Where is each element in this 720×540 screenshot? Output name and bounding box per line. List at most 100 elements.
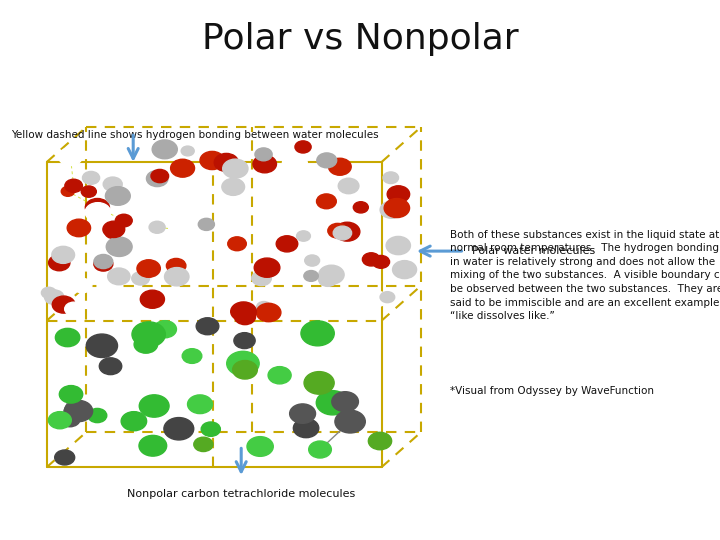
Circle shape: [65, 179, 82, 192]
Circle shape: [235, 309, 256, 325]
Circle shape: [369, 433, 392, 450]
Circle shape: [146, 171, 168, 187]
Circle shape: [268, 367, 291, 384]
Circle shape: [169, 222, 190, 238]
Circle shape: [295, 141, 311, 153]
Text: *Visual from Odyssey by WaveFunction: *Visual from Odyssey by WaveFunction: [450, 386, 654, 396]
Circle shape: [105, 187, 130, 205]
Circle shape: [253, 155, 276, 173]
Circle shape: [182, 349, 202, 363]
Circle shape: [166, 259, 186, 273]
Circle shape: [384, 199, 410, 218]
Circle shape: [255, 148, 272, 161]
Circle shape: [372, 255, 390, 268]
Circle shape: [153, 321, 176, 338]
Circle shape: [383, 172, 399, 184]
Circle shape: [59, 386, 83, 403]
Circle shape: [297, 231, 310, 241]
Circle shape: [107, 237, 132, 256]
Circle shape: [222, 159, 248, 178]
Circle shape: [149, 221, 165, 233]
Circle shape: [335, 222, 360, 241]
Circle shape: [88, 408, 107, 423]
Circle shape: [67, 219, 91, 237]
Circle shape: [362, 253, 380, 266]
Circle shape: [196, 318, 219, 335]
Text: Nonpolar carbon tetrachloride molecules: Nonpolar carbon tetrachloride molecules: [127, 489, 356, 499]
Circle shape: [234, 333, 255, 349]
Circle shape: [86, 334, 117, 357]
Circle shape: [318, 273, 337, 286]
Circle shape: [139, 395, 169, 417]
Circle shape: [132, 322, 166, 347]
Circle shape: [316, 390, 348, 415]
Circle shape: [115, 214, 132, 227]
Circle shape: [134, 335, 158, 353]
Circle shape: [233, 361, 257, 379]
Circle shape: [328, 224, 348, 238]
Circle shape: [304, 372, 334, 394]
Circle shape: [65, 302, 83, 316]
Circle shape: [276, 236, 298, 252]
Circle shape: [52, 246, 75, 264]
Circle shape: [227, 352, 259, 376]
Circle shape: [99, 358, 122, 375]
Circle shape: [256, 301, 271, 312]
Circle shape: [366, 291, 387, 307]
Circle shape: [387, 186, 410, 202]
Circle shape: [48, 411, 71, 429]
Circle shape: [139, 269, 152, 279]
Circle shape: [222, 178, 245, 195]
Circle shape: [60, 411, 80, 427]
Circle shape: [55, 328, 80, 347]
Circle shape: [132, 272, 150, 285]
Circle shape: [42, 287, 56, 299]
Circle shape: [201, 422, 220, 436]
Circle shape: [332, 392, 359, 411]
Circle shape: [85, 202, 111, 222]
Circle shape: [194, 437, 213, 451]
Circle shape: [171, 159, 194, 177]
Circle shape: [140, 290, 164, 308]
Text: Polar vs Nonpolar: Polar vs Nonpolar: [202, 22, 518, 56]
Circle shape: [181, 146, 194, 156]
Circle shape: [94, 254, 113, 268]
Circle shape: [256, 303, 281, 322]
Circle shape: [197, 308, 210, 319]
Circle shape: [328, 158, 351, 176]
Circle shape: [151, 170, 168, 183]
Circle shape: [338, 178, 359, 194]
Circle shape: [228, 237, 246, 251]
Circle shape: [103, 177, 122, 191]
Circle shape: [144, 256, 161, 270]
Circle shape: [354, 202, 369, 213]
Circle shape: [380, 201, 402, 218]
Circle shape: [55, 450, 75, 465]
Circle shape: [282, 154, 307, 172]
Circle shape: [335, 410, 365, 433]
Circle shape: [254, 258, 280, 277]
Circle shape: [164, 417, 194, 440]
Circle shape: [94, 257, 113, 271]
Circle shape: [252, 271, 271, 286]
Circle shape: [121, 411, 147, 431]
Circle shape: [187, 395, 212, 414]
Circle shape: [103, 221, 125, 238]
Circle shape: [230, 302, 256, 321]
Circle shape: [317, 153, 337, 168]
Circle shape: [317, 194, 336, 209]
Circle shape: [289, 404, 315, 423]
Circle shape: [380, 292, 395, 302]
Circle shape: [386, 237, 410, 255]
Circle shape: [333, 226, 351, 240]
Circle shape: [99, 282, 119, 298]
Circle shape: [64, 400, 93, 422]
Circle shape: [293, 418, 319, 438]
Circle shape: [309, 441, 331, 458]
Circle shape: [61, 186, 74, 197]
Circle shape: [85, 199, 109, 217]
Circle shape: [152, 140, 177, 159]
Circle shape: [305, 255, 320, 266]
Circle shape: [247, 437, 274, 456]
Circle shape: [301, 321, 334, 346]
